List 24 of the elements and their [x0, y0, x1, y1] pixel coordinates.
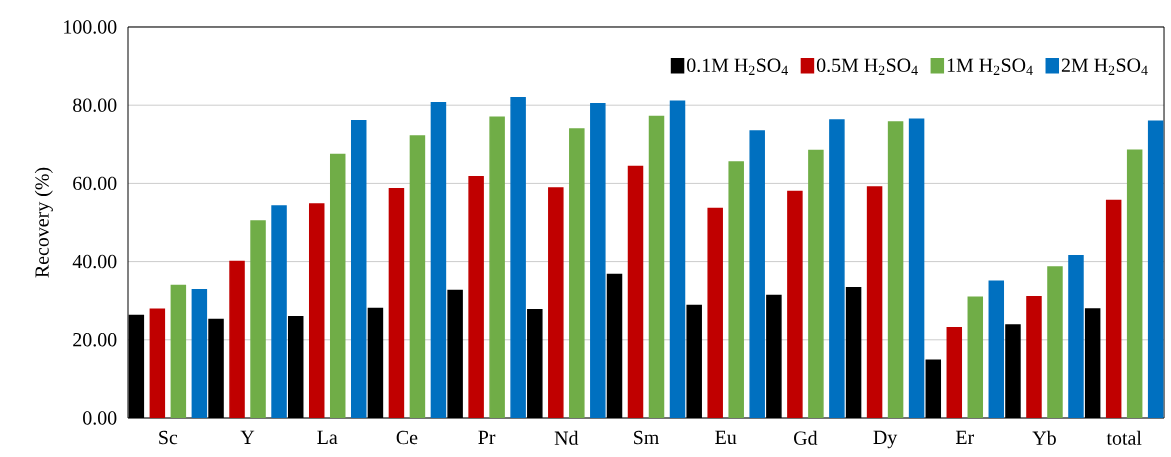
- x-tick-label: Nd: [554, 430, 579, 445]
- y-tick-label: 100.00: [64, 20, 117, 34]
- legend-label: 1M H$_{2}$SO$_{4}$: [947, 58, 1033, 75]
- x-tick-label: Er: [955, 430, 975, 444]
- x-tick-label: Eu: [715, 430, 737, 445]
- x-tick-label: Sm: [634, 430, 659, 445]
- legend-label: 0.5M H$_{2}$SO$_{4}$: [816, 58, 918, 75]
- legend-label: 2M H$_{2}$SO$_{4}$: [1061, 58, 1148, 75]
- x-tick-label: Pr: [478, 430, 496, 444]
- x-tick-label: total: [1106, 430, 1142, 445]
- y-tick-label: 0.00: [83, 411, 117, 425]
- y-axis-title: Recovery (%): [34, 167, 53, 278]
- x-tick-label: Yb: [1032, 430, 1056, 445]
- x-tick-label: Sc: [159, 430, 178, 445]
- y-tick-label: 20.00: [73, 333, 117, 347]
- y-tick-label: 80.00: [73, 98, 117, 112]
- x-tick-label: Y: [240, 430, 255, 444]
- x-tick-label: Gd: [794, 430, 818, 445]
- legend-label: 0.1M H$_{2}$SO$_{4}$: [687, 58, 788, 75]
- x-tick-label: La: [317, 430, 338, 445]
- y-tick-label: 60.00: [73, 176, 117, 191]
- x-tick-label: Dy: [873, 430, 898, 449]
- x-tick-label: Ce: [396, 430, 418, 445]
- y-tick-label: 40.00: [72, 254, 117, 269]
